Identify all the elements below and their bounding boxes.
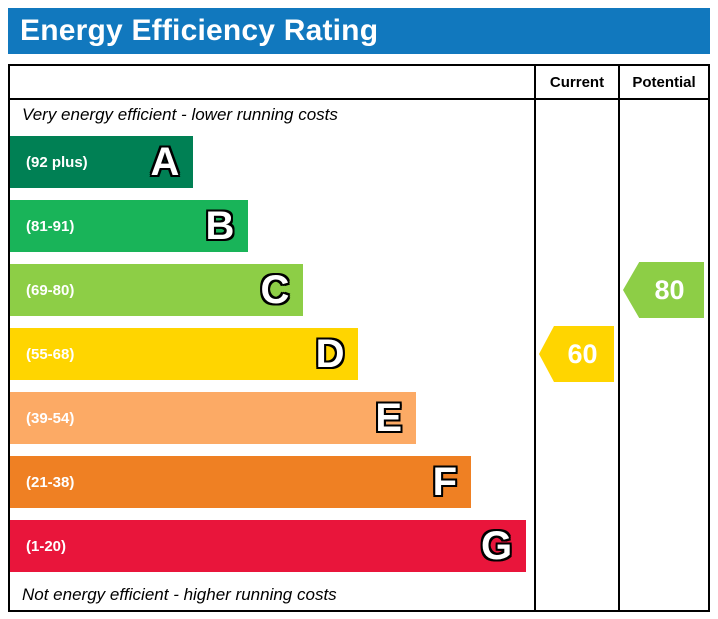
band-letter: C	[260, 268, 290, 312]
band-row-f: (21-38) F	[10, 450, 534, 514]
potential-column: Potential 80	[618, 66, 708, 610]
band-row-c: (69-80) C	[10, 258, 534, 322]
band-row-d: (55-68) D	[10, 322, 534, 386]
band-bar-b: (81-91) B	[10, 200, 249, 252]
potential-rating-arrow: 80	[623, 262, 704, 318]
potential-column-header: Potential	[620, 66, 708, 100]
potential-column-body: 80	[620, 100, 708, 610]
ratings-body: Very energy efficient - lower running co…	[10, 100, 534, 610]
current-rating-value: 60	[567, 338, 598, 369]
band-letter: F	[432, 460, 458, 504]
band-letter: A	[150, 140, 180, 184]
page-title: Energy Efficiency Rating	[8, 8, 710, 54]
current-column-header: Current	[536, 66, 618, 100]
bottom-note: Not energy efficient - higher running co…	[22, 585, 337, 604]
band-bar-e: (39-54) E	[10, 392, 417, 444]
band-range-label: (92 plus)	[26, 153, 88, 171]
band-bar-a: (92 plus) A	[10, 136, 194, 188]
potential-rating-value: 80	[654, 274, 685, 305]
band-range-label: (69-80)	[26, 281, 75, 299]
band-range-label: (81-91)	[26, 217, 75, 235]
band-row-b: (81-91) B	[10, 194, 534, 258]
band-bar-d: (55-68) D	[10, 328, 359, 380]
band-bar-f: (21-38) F	[10, 456, 472, 508]
band-row-g: (1-20) G	[10, 514, 534, 578]
band-range-label: (1-20)	[26, 537, 67, 555]
band-letter: G	[481, 524, 513, 568]
band-letter: E	[375, 396, 403, 440]
band-range-label: (55-68)	[26, 345, 75, 363]
band-row-a: (92 plus) A	[10, 130, 534, 194]
band-range-label: (39-54)	[26, 409, 75, 427]
current-column-body: 60	[536, 100, 618, 610]
band-bar-g: (1-20) G	[10, 520, 527, 572]
rating-bands: (92 plus) A (81-91) B (69-80) C	[10, 130, 534, 578]
current-column: Current 60	[534, 66, 618, 610]
current-rating-arrow: 60	[539, 326, 614, 382]
ratings-column: Very energy efficient - lower running co…	[10, 66, 534, 610]
band-letter: B	[205, 204, 235, 248]
energy-efficiency-chart: Very energy efficient - lower running co…	[8, 64, 710, 612]
top-note: Very energy efficient - lower running co…	[22, 105, 338, 124]
band-row-e: (39-54) E	[10, 386, 534, 450]
band-letter: D	[315, 332, 345, 376]
ratings-header-spacer	[10, 66, 534, 100]
band-range-label: (21-38)	[26, 473, 75, 491]
band-bar-c: (69-80) C	[10, 264, 304, 316]
